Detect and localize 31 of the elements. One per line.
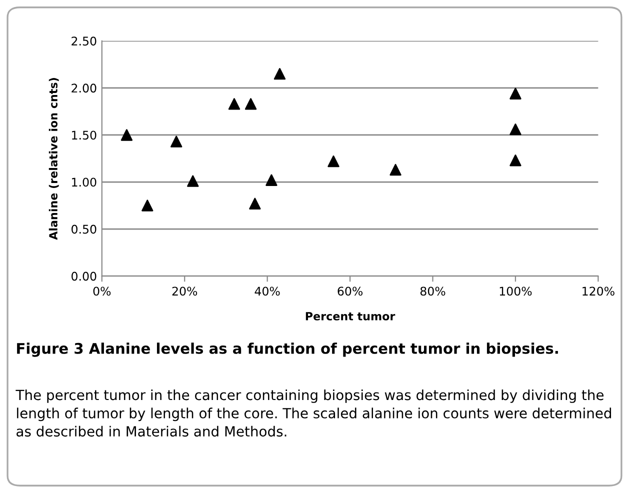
point: [510, 154, 522, 166]
x-axis-title: Percent tumor: [306, 312, 396, 320]
point: [266, 174, 278, 186]
x-tick-label: 100%: [500, 286, 532, 296]
point: [244, 98, 257, 110]
x-tick-label: 60%: [338, 286, 363, 296]
point: [228, 98, 240, 110]
x-tick-label: 120%: [582, 286, 614, 296]
point: [274, 68, 286, 80]
point: [510, 123, 522, 136]
text: The percent tumor in the cancer containing biopsies was determined by dividing the length of tumor by length of the core. The scaled alanine ion counts were determined as described in Materials and Methods.: [16, 389, 612, 437]
y-tick-label: 1.00: [72, 178, 96, 187]
point: [390, 164, 402, 176]
x-tick-label: 0%: [93, 286, 111, 296]
point: [170, 136, 182, 148]
y-axis-title: Alanine (relative ion cnts): [48, 78, 59, 240]
text: Figure 3 Alanine levels as a function of percent tumor in biopsies.: [17, 342, 558, 357]
y-tick-label: 0.00: [72, 272, 96, 281]
y-tick-label: 0.50: [72, 224, 96, 234]
x-tick-label: 20%: [172, 286, 198, 296]
y-tick-label: 1.50: [72, 130, 96, 140]
x-tick-label: 40%: [254, 286, 280, 296]
x-tick-label: 80%: [420, 286, 446, 296]
point: [120, 129, 133, 141]
point: [187, 175, 199, 187]
point: [249, 198, 261, 210]
point: [510, 88, 522, 100]
y-tick-label: 2.50: [72, 36, 96, 46]
y-tick-label: 2.00: [72, 84, 96, 93]
point: [142, 200, 154, 212]
point: [328, 155, 340, 168]
